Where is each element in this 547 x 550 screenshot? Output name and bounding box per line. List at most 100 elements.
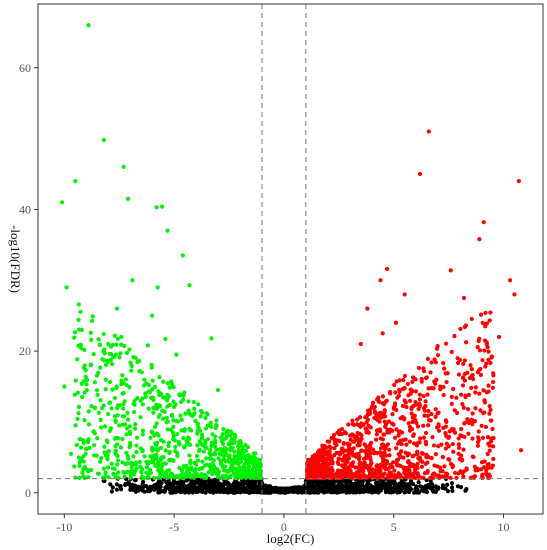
down-regulated-point xyxy=(103,387,108,392)
up-regulated-point xyxy=(425,413,430,418)
down-regulated-point xyxy=(232,449,237,454)
down-regulated-point xyxy=(198,474,203,479)
down-regulated-point xyxy=(146,406,151,411)
up-regulated-point xyxy=(417,171,423,177)
up-regulated-point xyxy=(418,436,423,441)
up-regulated-point xyxy=(488,310,493,315)
up-regulated-point xyxy=(433,414,438,420)
up-regulated-point xyxy=(409,411,414,416)
down-regulated-point xyxy=(129,363,134,369)
down-regulated-point xyxy=(113,352,118,357)
up-regulated-point xyxy=(435,464,440,469)
down-regulated-point xyxy=(225,469,231,475)
down-regulated-point xyxy=(143,394,148,400)
down-regulated-point xyxy=(213,438,218,443)
up-regulated-point xyxy=(397,389,402,394)
up-regulated-point xyxy=(486,383,491,388)
up-regulated-point xyxy=(461,405,466,410)
down-regulated-point xyxy=(73,423,78,428)
down-regulated-point xyxy=(120,391,125,396)
ns-point xyxy=(424,489,429,495)
down-regulated-point xyxy=(86,23,91,28)
up-regulated-point xyxy=(451,449,456,454)
down-regulated-point xyxy=(110,387,115,392)
ns-point xyxy=(222,481,227,487)
up-regulated-point xyxy=(334,438,339,443)
up-regulated-point xyxy=(345,459,350,464)
ns-point xyxy=(399,487,404,492)
down-regulated-point xyxy=(122,474,127,479)
up-regulated-point xyxy=(399,449,404,454)
down-regulated-point xyxy=(62,384,67,389)
up-regulated-point xyxy=(358,468,363,473)
ns-point xyxy=(339,483,344,488)
down-regulated-point xyxy=(167,402,172,408)
up-regulated-point xyxy=(367,448,372,453)
up-regulated-point xyxy=(421,393,426,399)
up-regulated-point xyxy=(457,357,463,362)
down-regulated-point xyxy=(79,445,84,450)
up-regulated-point xyxy=(444,441,449,446)
down-regulated-point xyxy=(121,406,126,411)
up-regulated-point xyxy=(423,430,429,436)
up-regulated-point xyxy=(490,385,495,390)
up-regulated-point xyxy=(381,414,386,419)
up-regulated-point xyxy=(357,415,363,420)
down-regulated-point xyxy=(186,435,191,440)
ns-point xyxy=(316,489,321,494)
up-regulated-point xyxy=(480,320,485,325)
ns-point xyxy=(186,483,191,488)
up-regulated-point xyxy=(487,443,492,448)
up-regulated-point xyxy=(370,447,376,452)
down-regulated-point xyxy=(137,459,142,465)
ns-point xyxy=(214,489,219,494)
down-regulated-point xyxy=(150,456,155,461)
up-regulated-point xyxy=(392,435,398,440)
down-regulated-point xyxy=(187,283,192,288)
up-regulated-point xyxy=(398,463,403,469)
up-regulated-point xyxy=(423,461,428,466)
down-regulated-point xyxy=(68,451,74,456)
down-regulated-point xyxy=(144,459,149,464)
ns-point xyxy=(373,489,378,494)
ns-point xyxy=(360,482,365,488)
down-regulated-point xyxy=(90,318,95,323)
up-regulated-point xyxy=(463,393,468,398)
up-regulated-point xyxy=(393,390,398,395)
up-regulated-point xyxy=(424,375,429,380)
up-regulated-point xyxy=(484,340,489,345)
ns-point xyxy=(226,481,231,486)
up-regulated-point xyxy=(462,421,467,426)
down-regulated-point xyxy=(138,446,143,451)
down-regulated-point xyxy=(72,335,77,340)
up-regulated-point xyxy=(382,409,387,415)
up-regulated-point xyxy=(417,392,422,397)
down-regulated-point xyxy=(75,416,80,421)
ns-point xyxy=(238,487,244,492)
up-regulated-point xyxy=(507,278,513,283)
up-regulated-point xyxy=(415,461,420,466)
down-regulated-point xyxy=(81,365,86,370)
down-regulated-point xyxy=(143,391,148,396)
up-regulated-point xyxy=(480,475,485,480)
up-regulated-point xyxy=(336,456,341,461)
down-regulated-point xyxy=(154,205,159,210)
up-regulated-point xyxy=(402,470,407,475)
up-regulated-point xyxy=(320,456,325,461)
down-regulated-point xyxy=(180,467,185,473)
ns-point xyxy=(147,485,152,490)
down-regulated-point xyxy=(209,440,214,445)
up-regulated-point xyxy=(400,403,406,408)
up-regulated-point xyxy=(442,366,447,371)
down-regulated-point xyxy=(154,421,159,426)
up-regulated-point xyxy=(355,430,360,436)
up-regulated-point xyxy=(468,475,473,480)
up-regulated-point xyxy=(464,340,469,345)
down-regulated-point xyxy=(111,471,116,476)
up-regulated-point xyxy=(336,468,341,473)
up-regulated-point xyxy=(462,324,467,330)
down-regulated-point xyxy=(103,470,108,475)
ns-point xyxy=(230,490,236,495)
down-regulated-point xyxy=(219,447,224,452)
ns-point xyxy=(336,479,341,484)
